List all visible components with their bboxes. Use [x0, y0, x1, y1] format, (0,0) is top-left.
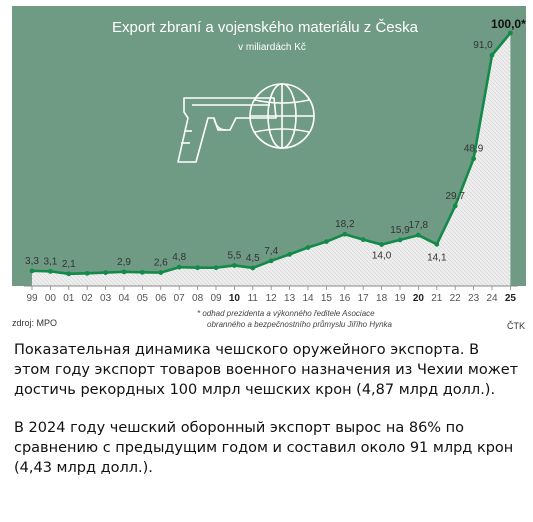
x-tick-label-24: 24: [486, 293, 498, 304]
data-point-09: [213, 265, 219, 271]
chart-agency: ČTK: [507, 321, 525, 331]
caption: Показательная динамика чешского оружейно…: [14, 340, 519, 496]
data-point-20: [416, 232, 421, 238]
x-tick-label-12: 12: [266, 293, 278, 304]
data-point-16: [342, 231, 348, 237]
data-point-15: [324, 239, 329, 245]
data-point-13: [287, 252, 292, 257]
caption-paragraph-1: Показательная динамика чешского оружейно…: [14, 342, 519, 398]
chart-area-fill: [32, 33, 511, 286]
data-label-25: 100,0*: [491, 17, 526, 31]
data-label-01: 2,1: [62, 259, 76, 270]
chart-footer-background: [12, 286, 526, 334]
data-point-17: [360, 237, 366, 243]
data-point-02: [84, 270, 90, 276]
data-point-21: [434, 241, 440, 247]
x-tick-label-99: 99: [26, 293, 38, 304]
x-tick-label-18: 18: [376, 293, 388, 304]
data-point-23: [471, 156, 476, 162]
data-point-99: [29, 268, 35, 274]
x-tick-label-19: 19: [394, 293, 406, 304]
data-point-05: [140, 269, 145, 275]
data-point-25: [508, 30, 513, 36]
data-label-99: 3,3: [25, 256, 39, 267]
pistol-icon: [177, 97, 277, 163]
data-label-00: 3,1: [43, 256, 57, 267]
data-label-23: 48,9: [464, 144, 484, 155]
data-label-19: 15,9: [390, 225, 410, 236]
x-tick-label-15: 15: [321, 293, 333, 304]
data-label-18: 14,0: [372, 251, 392, 262]
chart-title: Export zbraní a vojenského materiálu z Č…: [112, 19, 419, 36]
data-point-14: [305, 245, 311, 250]
x-tick-label-10: 10: [229, 293, 241, 304]
x-tick-label-00: 00: [45, 293, 57, 304]
x-tick-label-09: 09: [210, 293, 222, 304]
data-label-20: 17,8: [409, 220, 429, 231]
x-tick-label-25: 25: [505, 293, 517, 304]
x-tick-label-23: 23: [468, 293, 480, 304]
data-point-19: [397, 237, 403, 243]
x-tick-label-07: 07: [174, 293, 186, 304]
data-point-18: [379, 242, 384, 247]
globe-icon: [249, 83, 315, 149]
chart-note-line1: * odhad prezidenta a výkonného ředitele …: [197, 309, 375, 318]
data-label-10: 5,5: [227, 250, 241, 261]
x-tick-label-04: 04: [118, 293, 130, 304]
data-label-21: 14,1: [427, 252, 447, 263]
x-tick-label-14: 14: [302, 293, 314, 304]
data-point-03: [103, 270, 108, 276]
data-label-04: 2,9: [117, 257, 131, 268]
x-tick-label-08: 08: [192, 293, 204, 304]
x-tick-label-05: 05: [137, 293, 149, 304]
x-tick-label-02: 02: [82, 293, 94, 304]
data-point-01: [66, 271, 72, 277]
chart-note-line2: obranného a bezpečnostního průmyslu Jiří…: [207, 320, 393, 329]
data-label-16: 18,2: [335, 219, 355, 230]
data-point-11: [250, 265, 256, 271]
data-point-22: [452, 203, 458, 209]
data-point-08: [195, 265, 201, 271]
x-tick-label-21: 21: [431, 293, 443, 304]
x-tick-label-06: 06: [155, 293, 167, 304]
x-tick-label-11: 11: [248, 293, 259, 304]
data-label-22: 29,7: [445, 191, 465, 202]
x-tick-label-03: 03: [100, 293, 112, 304]
x-tick-label-01: 01: [63, 293, 75, 304]
chart-svg: Export zbraní a vojenského materiálu z Č…: [12, 6, 526, 334]
data-label-24: 91,0: [473, 40, 493, 51]
chart-source: zdroj: MPO: [12, 318, 57, 328]
data-label-06: 2,6: [154, 258, 168, 269]
data-point-10: [232, 263, 237, 268]
data-point-12: [268, 258, 274, 264]
chart-subtitle: v miliardách Kč: [238, 42, 306, 53]
data-label-11: 4,5: [246, 253, 260, 264]
data-point-04: [121, 269, 127, 275]
x-tick-label-22: 22: [450, 293, 462, 304]
chart-container: Export zbraní a vojenského materiálu z Č…: [12, 6, 526, 334]
x-tick-label-20: 20: [413, 293, 425, 304]
data-point-06: [158, 270, 164, 276]
x-tick-label-16: 16: [339, 293, 351, 304]
data-label-07: 4,8: [172, 252, 186, 263]
data-point-24: [489, 52, 495, 58]
caption-paragraph-2: В 2024 году чешский оборонный экспорт вы…: [14, 420, 514, 476]
data-point-00: [48, 268, 53, 274]
data-point-07: [176, 264, 182, 270]
x-tick-label-17: 17: [358, 293, 370, 304]
data-label-12: 7,4: [264, 246, 278, 257]
x-tick-label-13: 13: [284, 293, 296, 304]
